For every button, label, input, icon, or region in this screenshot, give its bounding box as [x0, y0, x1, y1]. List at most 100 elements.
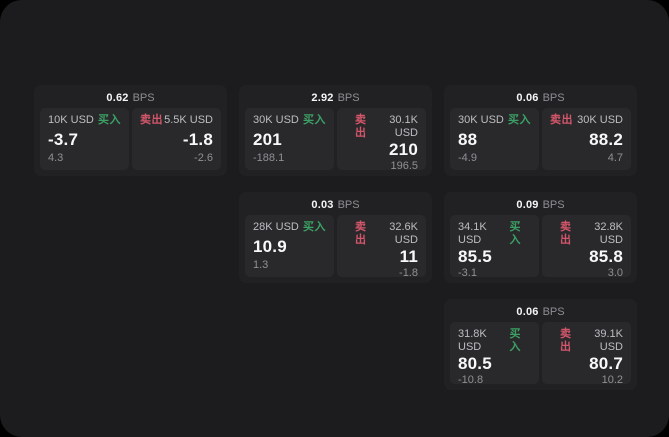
quote-tiles: 10K USD 买入 -3.7 4.3 卖出 5.5K USD -1.8 -2.…: [40, 108, 221, 170]
sell-tile[interactable]: 卖出 5.5K USD -1.8 -2.6: [132, 108, 221, 170]
buy-side-label: 买入: [303, 221, 326, 233]
cards-grid: 0.62 BPS 10K USD 买入 -3.7 4.3 卖出 5.5K USD…: [34, 85, 637, 390]
buy-change: 4.3: [48, 152, 64, 164]
sell-side-label: 卖出: [560, 221, 572, 246]
sell-price: -1.8: [182, 129, 213, 149]
sell-notional: 32.8K USD: [594, 221, 623, 246]
bps-unit-label: BPS: [337, 91, 360, 104]
bps-value: 0.06: [516, 91, 539, 104]
sell-change: 3.0: [607, 267, 623, 279]
buy-side-label: 买入: [508, 114, 531, 126]
sell-price: 80.7: [589, 354, 623, 373]
buy-change: -4.9: [458, 152, 477, 164]
buy-tile-top: 10K USD 买入: [48, 114, 121, 127]
buy-price: 80.5: [458, 354, 492, 373]
bps-unit-label: BPS: [542, 198, 565, 211]
price-card: 0.06 BPS 31.8K USD 买入 80.5 -10.8 卖出 39.1…: [444, 299, 637, 390]
bps-value: 0.06: [516, 305, 539, 318]
bps-header: 0.03 BPS: [245, 192, 426, 215]
buy-notional: 30K USD: [253, 114, 299, 126]
sell-change: 4.7: [607, 152, 623, 164]
buy-tile-top: 30K USD 买入: [458, 114, 531, 127]
sell-notional: 39.1K USD: [594, 328, 623, 353]
sell-tile[interactable]: 卖出 39.1K USD 80.7 10.2: [542, 322, 631, 386]
buy-change: -3.1: [458, 267, 477, 279]
quote-tiles: 28K USD 买入 10.9 1.3 卖出 32.6K USD 11 -1.8: [245, 215, 426, 279]
buy-tile-top: 30K USD 买入: [253, 114, 326, 127]
sell-tile[interactable]: 卖出 30.1K USD 210 196.5: [337, 108, 426, 172]
price-card: 0.09 BPS 34.1K USD 买入 85.5 -3.1 卖出 32.8K…: [444, 192, 637, 283]
bps-value: 0.62: [106, 91, 129, 104]
buy-change: -188.1: [253, 152, 285, 164]
price-card: 2.92 BPS 30K USD 买入 201 -188.1 卖出 30.1K …: [239, 85, 432, 176]
buy-price: 88: [458, 129, 478, 149]
sell-change: 196.5: [390, 160, 418, 172]
sell-notional: 30K USD: [577, 114, 623, 126]
sell-tile[interactable]: 卖出 32.6K USD 11 -1.8: [337, 215, 426, 279]
bps-value: 0.09: [516, 198, 539, 211]
sell-notional: 32.6K USD: [389, 221, 418, 246]
sell-notional: 5.5K USD: [164, 114, 213, 126]
sell-tile-top: 卖出 30K USD: [550, 114, 623, 127]
sell-tile-top: 卖出 5.5K USD: [140, 114, 213, 127]
sell-side-label: 卖出: [550, 114, 573, 126]
buy-tile[interactable]: 28K USD 买入 10.9 1.3: [245, 215, 334, 277]
buy-tile-top: 28K USD 买入: [253, 221, 326, 234]
sell-tile[interactable]: 卖出 32.8K USD 85.8 3.0: [542, 215, 631, 279]
sell-price: 88.2: [589, 129, 623, 149]
sell-side-label: 卖出: [140, 114, 163, 126]
sell-price: 11: [399, 247, 418, 266]
bps-header: 0.62 BPS: [40, 85, 221, 108]
sell-price: 210: [389, 140, 418, 159]
sell-notional: 30.1K USD: [389, 114, 418, 139]
quote-tiles: 30K USD 买入 88 -4.9 卖出 30K USD 88.2 4.7: [450, 108, 631, 170]
sell-tile-top: 卖出 30.1K USD: [345, 114, 418, 140]
bps-header: 0.06 BPS: [450, 299, 631, 322]
sell-side-label: 卖出: [355, 114, 367, 139]
quote-tiles: 31.8K USD 买入 80.5 -10.8 卖出 39.1K USD 80.…: [450, 322, 631, 386]
buy-tile[interactable]: 30K USD 买入 201 -188.1: [245, 108, 334, 170]
buy-side-label: 买入: [509, 221, 521, 246]
price-card: 0.03 BPS 28K USD 买入 10.9 1.3 卖出 32.6K US…: [239, 192, 432, 283]
buy-tile[interactable]: 34.1K USD 买入 85.5 -3.1: [450, 215, 539, 279]
bps-unit-label: BPS: [337, 198, 360, 211]
buy-change: 1.3: [253, 259, 269, 271]
buy-tile[interactable]: 31.8K USD 买入 80.5 -10.8: [450, 322, 539, 386]
bps-header: 0.09 BPS: [450, 192, 631, 215]
sell-tile-top: 卖出 32.6K USD: [345, 221, 418, 247]
buy-price: 10.9: [253, 236, 287, 256]
bps-value: 0.03: [311, 198, 334, 211]
buy-notional: 10K USD: [48, 114, 94, 126]
buy-price: 85.5: [458, 247, 492, 266]
bps-value: 2.92: [311, 91, 334, 104]
sell-side-label: 卖出: [355, 221, 367, 246]
buy-tile[interactable]: 30K USD 买入 88 -4.9: [450, 108, 539, 170]
buy-change: -10.8: [458, 374, 484, 386]
sell-tile[interactable]: 卖出 30K USD 88.2 4.7: [542, 108, 631, 170]
sell-change: -1.8: [399, 267, 418, 279]
bps-header: 2.92 BPS: [245, 85, 426, 108]
buy-notional: 34.1K USD: [458, 221, 487, 246]
sell-price: 85.8: [589, 247, 623, 266]
buy-side-label: 买入: [98, 114, 121, 126]
bps-unit-label: BPS: [542, 305, 565, 318]
sell-change: -2.6: [194, 152, 213, 164]
buy-tile-top: 31.8K USD 买入: [458, 328, 531, 354]
bps-header: 0.06 BPS: [450, 85, 631, 108]
buy-notional: 30K USD: [458, 114, 504, 126]
buy-side-label: 买入: [509, 328, 521, 353]
sell-tile-top: 卖出 32.8K USD: [550, 221, 623, 247]
buy-notional: 28K USD: [253, 221, 299, 233]
sell-change: 10.2: [601, 374, 623, 386]
buy-tile[interactable]: 10K USD 买入 -3.7 4.3: [40, 108, 129, 170]
sell-tile-top: 卖出 39.1K USD: [550, 328, 623, 354]
buy-tile-top: 34.1K USD 买入: [458, 221, 531, 247]
buy-price: -3.7: [48, 129, 79, 149]
buy-notional: 31.8K USD: [458, 328, 487, 353]
quote-tiles: 30K USD 买入 201 -188.1 卖出 30.1K USD 210 1…: [245, 108, 426, 172]
bps-unit-label: BPS: [132, 91, 155, 104]
buy-side-label: 买入: [303, 114, 326, 126]
price-card: 0.06 BPS 30K USD 买入 88 -4.9 卖出 30K USD 8…: [444, 85, 637, 176]
quote-tiles: 34.1K USD 买入 85.5 -3.1 卖出 32.8K USD 85.8…: [450, 215, 631, 279]
